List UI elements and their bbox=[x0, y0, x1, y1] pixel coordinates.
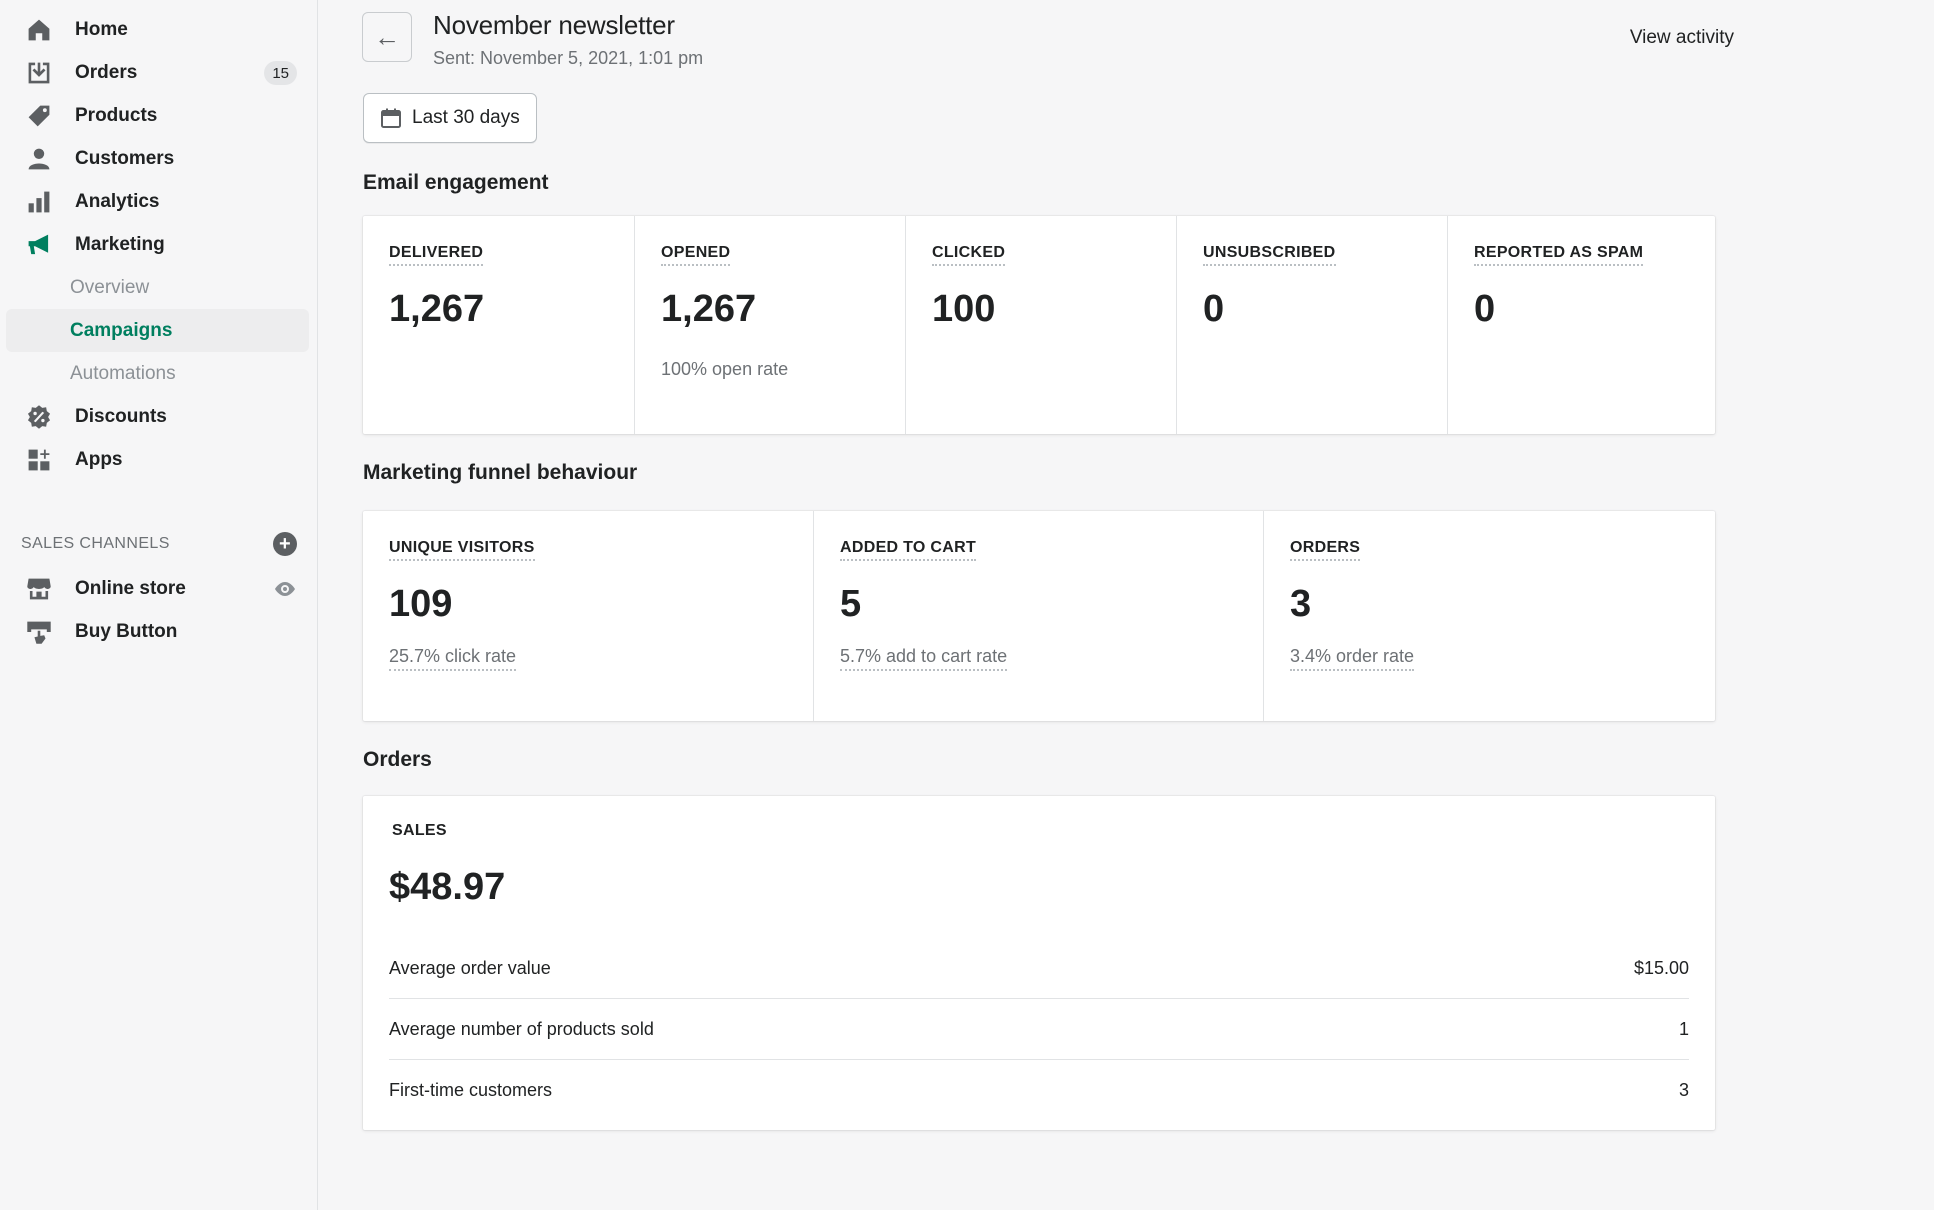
metric-label[interactable]: REPORTED AS SPAM bbox=[1474, 244, 1644, 266]
metric-label[interactable]: ADDED TO CART bbox=[840, 539, 977, 561]
nav-label: Online store bbox=[75, 577, 186, 599]
metric-label[interactable]: OPENED bbox=[661, 244, 731, 266]
email-engagement-title: Email engagement bbox=[363, 171, 549, 194]
funnel-card: UNIQUE VISITORS 109 25.7% click rate ADD… bbox=[363, 511, 1715, 721]
buy-button-icon bbox=[25, 618, 53, 646]
nav-label: Products bbox=[75, 104, 158, 126]
metric-value: 0 bbox=[1474, 288, 1496, 330]
nav-item-online-store[interactable]: Online store bbox=[6, 567, 309, 610]
store-icon bbox=[25, 575, 53, 603]
email-engagement-card: DELIVERED 1,267 OPENED 1,267 100% open r… bbox=[363, 216, 1715, 434]
metric-note: 100% open rate bbox=[661, 359, 789, 379]
nav-item-analytics[interactable]: Analytics bbox=[6, 180, 309, 223]
person-icon bbox=[25, 145, 53, 173]
metric-value: 1,267 bbox=[661, 288, 757, 330]
metric-label[interactable]: ORDERS bbox=[1290, 539, 1361, 561]
metric-label[interactable]: DELIVERED bbox=[389, 244, 484, 266]
metric-value: 1,267 bbox=[389, 288, 485, 330]
metric-value: 100 bbox=[932, 288, 996, 330]
page-title: November newsletter bbox=[433, 10, 675, 40]
sales-channels-label: SALES CHANNELS bbox=[21, 535, 170, 552]
table-row: First-time customers 3 bbox=[389, 1060, 1689, 1121]
sent-date: Sent: November 5, 2021, 1:01 pm bbox=[433, 48, 704, 68]
metric-value: 109 bbox=[389, 583, 453, 625]
nav-item-customers[interactable]: Customers bbox=[6, 137, 309, 180]
nav-label: Apps bbox=[75, 448, 123, 470]
orders-title: Orders bbox=[363, 748, 432, 771]
calendar-icon bbox=[381, 108, 401, 128]
nav-label: Customers bbox=[75, 147, 175, 169]
orders-card: SALES $48.97 Average order value $15.00 … bbox=[363, 796, 1715, 1130]
nav-item-orders[interactable]: Orders 15 bbox=[6, 51, 309, 94]
nav-label: Analytics bbox=[75, 190, 160, 212]
table-row: Average order value $15.00 bbox=[389, 938, 1689, 999]
row-value: $15.00 bbox=[1633, 957, 1689, 978]
sales-channels-heading: SALES CHANNELS + bbox=[0, 529, 317, 559]
metric-delivered: DELIVERED 1,267 bbox=[363, 216, 635, 434]
metric-note[interactable]: 25.7% click rate bbox=[389, 646, 517, 671]
nav-item-discounts[interactable]: Discounts bbox=[6, 395, 309, 438]
sub-item-automations[interactable]: Automations bbox=[70, 362, 176, 384]
sub-item-overview[interactable]: Overview bbox=[70, 276, 150, 298]
nav-label: Orders bbox=[75, 61, 138, 83]
sales-value: $48.97 bbox=[389, 866, 506, 908]
table-row: Average number of products sold 1 bbox=[389, 999, 1689, 1060]
orders-icon bbox=[25, 59, 53, 87]
nav-item-products[interactable]: Products bbox=[6, 94, 309, 137]
metric-value: 5 bbox=[840, 583, 862, 625]
sales-channels-list: Online store Buy Button bbox=[0, 567, 317, 653]
row-value: 3 bbox=[1678, 1080, 1689, 1100]
sidebar: Home Orders 15 Products Customers Anal bbox=[0, 0, 318, 1210]
metric-value: 3 bbox=[1290, 583, 1312, 625]
metric-label[interactable]: UNSUBSCRIBED bbox=[1203, 244, 1336, 266]
nav-label: Buy Button bbox=[75, 620, 178, 642]
metric-reported-as-spam: REPORTED AS SPAM 0 bbox=[1448, 216, 1715, 434]
discount-icon bbox=[25, 403, 53, 431]
home-icon bbox=[25, 16, 53, 44]
metric-note[interactable]: 3.4% order rate bbox=[1290, 646, 1415, 671]
row-label: Average number of products sold bbox=[389, 1018, 654, 1039]
orders-count-badge: 15 bbox=[264, 61, 297, 85]
metric-label[interactable]: UNIQUE VISITORS bbox=[389, 539, 535, 561]
apps-icon bbox=[25, 446, 53, 474]
nav-label: Marketing bbox=[75, 233, 165, 255]
add-channel-plus-icon[interactable]: + bbox=[273, 532, 297, 556]
main-nav: Home Orders 15 Products Customers Anal bbox=[0, 0, 317, 481]
metric-clicked: CLICKED 100 bbox=[906, 216, 1177, 434]
nav-label: Discounts bbox=[75, 405, 167, 427]
sales-label: SALES bbox=[392, 822, 447, 839]
row-label: First-time customers bbox=[389, 1080, 553, 1100]
metric-orders: ORDERS 3 3.4% order rate bbox=[1264, 511, 1715, 721]
date-range-button[interactable]: Last 30 days bbox=[363, 93, 537, 143]
metric-label[interactable]: CLICKED bbox=[932, 244, 1006, 266]
metric-note[interactable]: 5.7% add to cart rate bbox=[840, 646, 1008, 671]
nav-label: Home bbox=[75, 18, 128, 40]
view-activity-button[interactable]: View activity bbox=[1629, 27, 1734, 48]
nav-item-apps[interactable]: Apps bbox=[6, 438, 309, 481]
arrow-left-icon: ← bbox=[374, 21, 400, 52]
nav-item-home[interactable]: Home bbox=[6, 8, 309, 51]
megaphone-icon bbox=[25, 231, 53, 259]
sub-item-campaigns[interactable]: Campaigns bbox=[6, 309, 309, 352]
tag-icon bbox=[25, 102, 53, 130]
funnel-title: Marketing funnel behaviour bbox=[363, 461, 638, 484]
metric-value: 0 bbox=[1203, 288, 1225, 330]
nav-item-marketing[interactable]: Marketing bbox=[6, 223, 309, 266]
metric-unsubscribed: UNSUBSCRIBED 0 bbox=[1177, 216, 1448, 434]
metric-added-to-cart: ADDED TO CART 5 5.7% add to cart rate bbox=[814, 511, 1264, 721]
date-range-label: Last 30 days bbox=[412, 107, 520, 128]
metric-unique-visitors: UNIQUE VISITORS 109 25.7% click rate bbox=[363, 511, 814, 721]
eye-icon[interactable] bbox=[273, 578, 297, 600]
bar-chart-icon bbox=[25, 188, 53, 216]
metric-opened: OPENED 1,267 100% open rate bbox=[635, 216, 906, 434]
row-value: 1 bbox=[1678, 1018, 1689, 1039]
nav-item-buy-button[interactable]: Buy Button bbox=[6, 610, 309, 653]
row-label: Average order value bbox=[389, 957, 551, 978]
main-content: ← November newsletter Sent: November 5, … bbox=[318, 0, 1934, 1210]
back-button[interactable]: ← bbox=[362, 12, 412, 62]
